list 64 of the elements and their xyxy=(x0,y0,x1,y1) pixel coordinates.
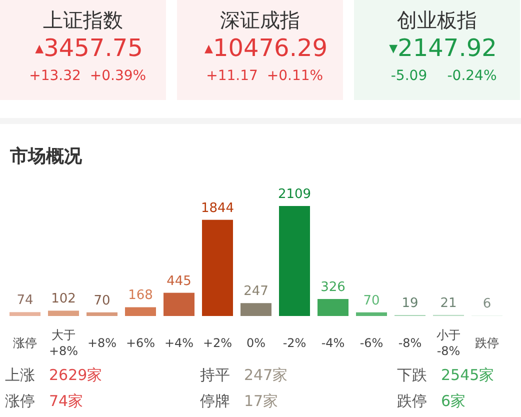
text: 2545家 xyxy=(441,366,494,384)
x-tick-label: +8% xyxy=(87,336,117,350)
data-label: 168 xyxy=(128,288,153,304)
bar xyxy=(10,312,40,316)
data-label: 70 xyxy=(363,293,380,308)
data-label: 445 xyxy=(166,274,192,289)
text: 2147.92 xyxy=(398,34,497,62)
bar xyxy=(48,310,79,316)
text: -0.24% xyxy=(447,68,497,84)
x-tick-label: +2% xyxy=(202,336,232,350)
data-label: 19 xyxy=(402,296,418,312)
x-tick-label: -8% xyxy=(398,336,422,350)
text: 上证指数 xyxy=(43,8,123,32)
bar xyxy=(202,220,233,316)
text: +13.32 xyxy=(29,68,81,84)
text: 下跌 xyxy=(397,366,427,384)
data-label: 326 xyxy=(320,280,346,295)
x-tick-label: -6% xyxy=(360,336,384,350)
x-tick-label: 0% xyxy=(246,336,266,350)
text: 6家 xyxy=(441,392,466,410)
text: 上涨 xyxy=(5,366,35,384)
text: +0.39% xyxy=(90,68,146,84)
bar xyxy=(164,292,194,316)
text: +11.17 xyxy=(206,68,258,84)
data-label: 2109 xyxy=(278,187,312,202)
text: -5.09 xyxy=(390,68,428,84)
x-tick-label: 小于 -8% xyxy=(436,328,460,358)
data-label: 21 xyxy=(440,296,457,311)
bar xyxy=(125,307,156,316)
text: 持平 xyxy=(200,366,230,384)
text: 跌停 xyxy=(397,392,427,410)
bar xyxy=(356,312,387,316)
text: 3457.75 xyxy=(44,34,143,62)
data-label: 1844 xyxy=(200,200,234,216)
bar xyxy=(240,303,272,316)
x-tick-label: 涨停 xyxy=(13,336,37,350)
text: 247家 xyxy=(244,366,288,384)
data-label: 247 xyxy=(244,284,268,300)
bar xyxy=(279,206,310,316)
text: 深证成指 xyxy=(220,8,300,32)
text: 涨停 xyxy=(5,392,35,410)
text: +0.11% xyxy=(266,68,324,84)
bar xyxy=(318,298,348,316)
text: ▼ xyxy=(389,42,398,55)
text: 停牌 xyxy=(200,392,230,410)
text: ▲ xyxy=(204,42,214,55)
x-tick-label: -2% xyxy=(282,336,306,350)
data-label: 70 xyxy=(94,293,110,308)
chart-title: 市场概况 xyxy=(9,146,83,167)
text: 2629家 xyxy=(49,366,102,384)
x-tick-label: 跌停 xyxy=(475,336,499,350)
x-tick-label: 大于 +8% xyxy=(48,328,78,358)
text: 10476.29 xyxy=(212,34,328,62)
x-tick-label: +4% xyxy=(164,336,194,350)
data-label: 6 xyxy=(482,296,492,312)
x-tick-label: -4% xyxy=(321,336,345,350)
text: 创业板指 xyxy=(397,8,477,32)
text: 17家 xyxy=(244,392,278,410)
text: ▲ xyxy=(35,42,44,55)
bar xyxy=(86,312,118,316)
x-tick-label: +6% xyxy=(126,336,156,350)
data-label: 74 xyxy=(16,293,34,308)
text: 74家 xyxy=(49,392,84,410)
data-label: 102 xyxy=(51,292,76,307)
